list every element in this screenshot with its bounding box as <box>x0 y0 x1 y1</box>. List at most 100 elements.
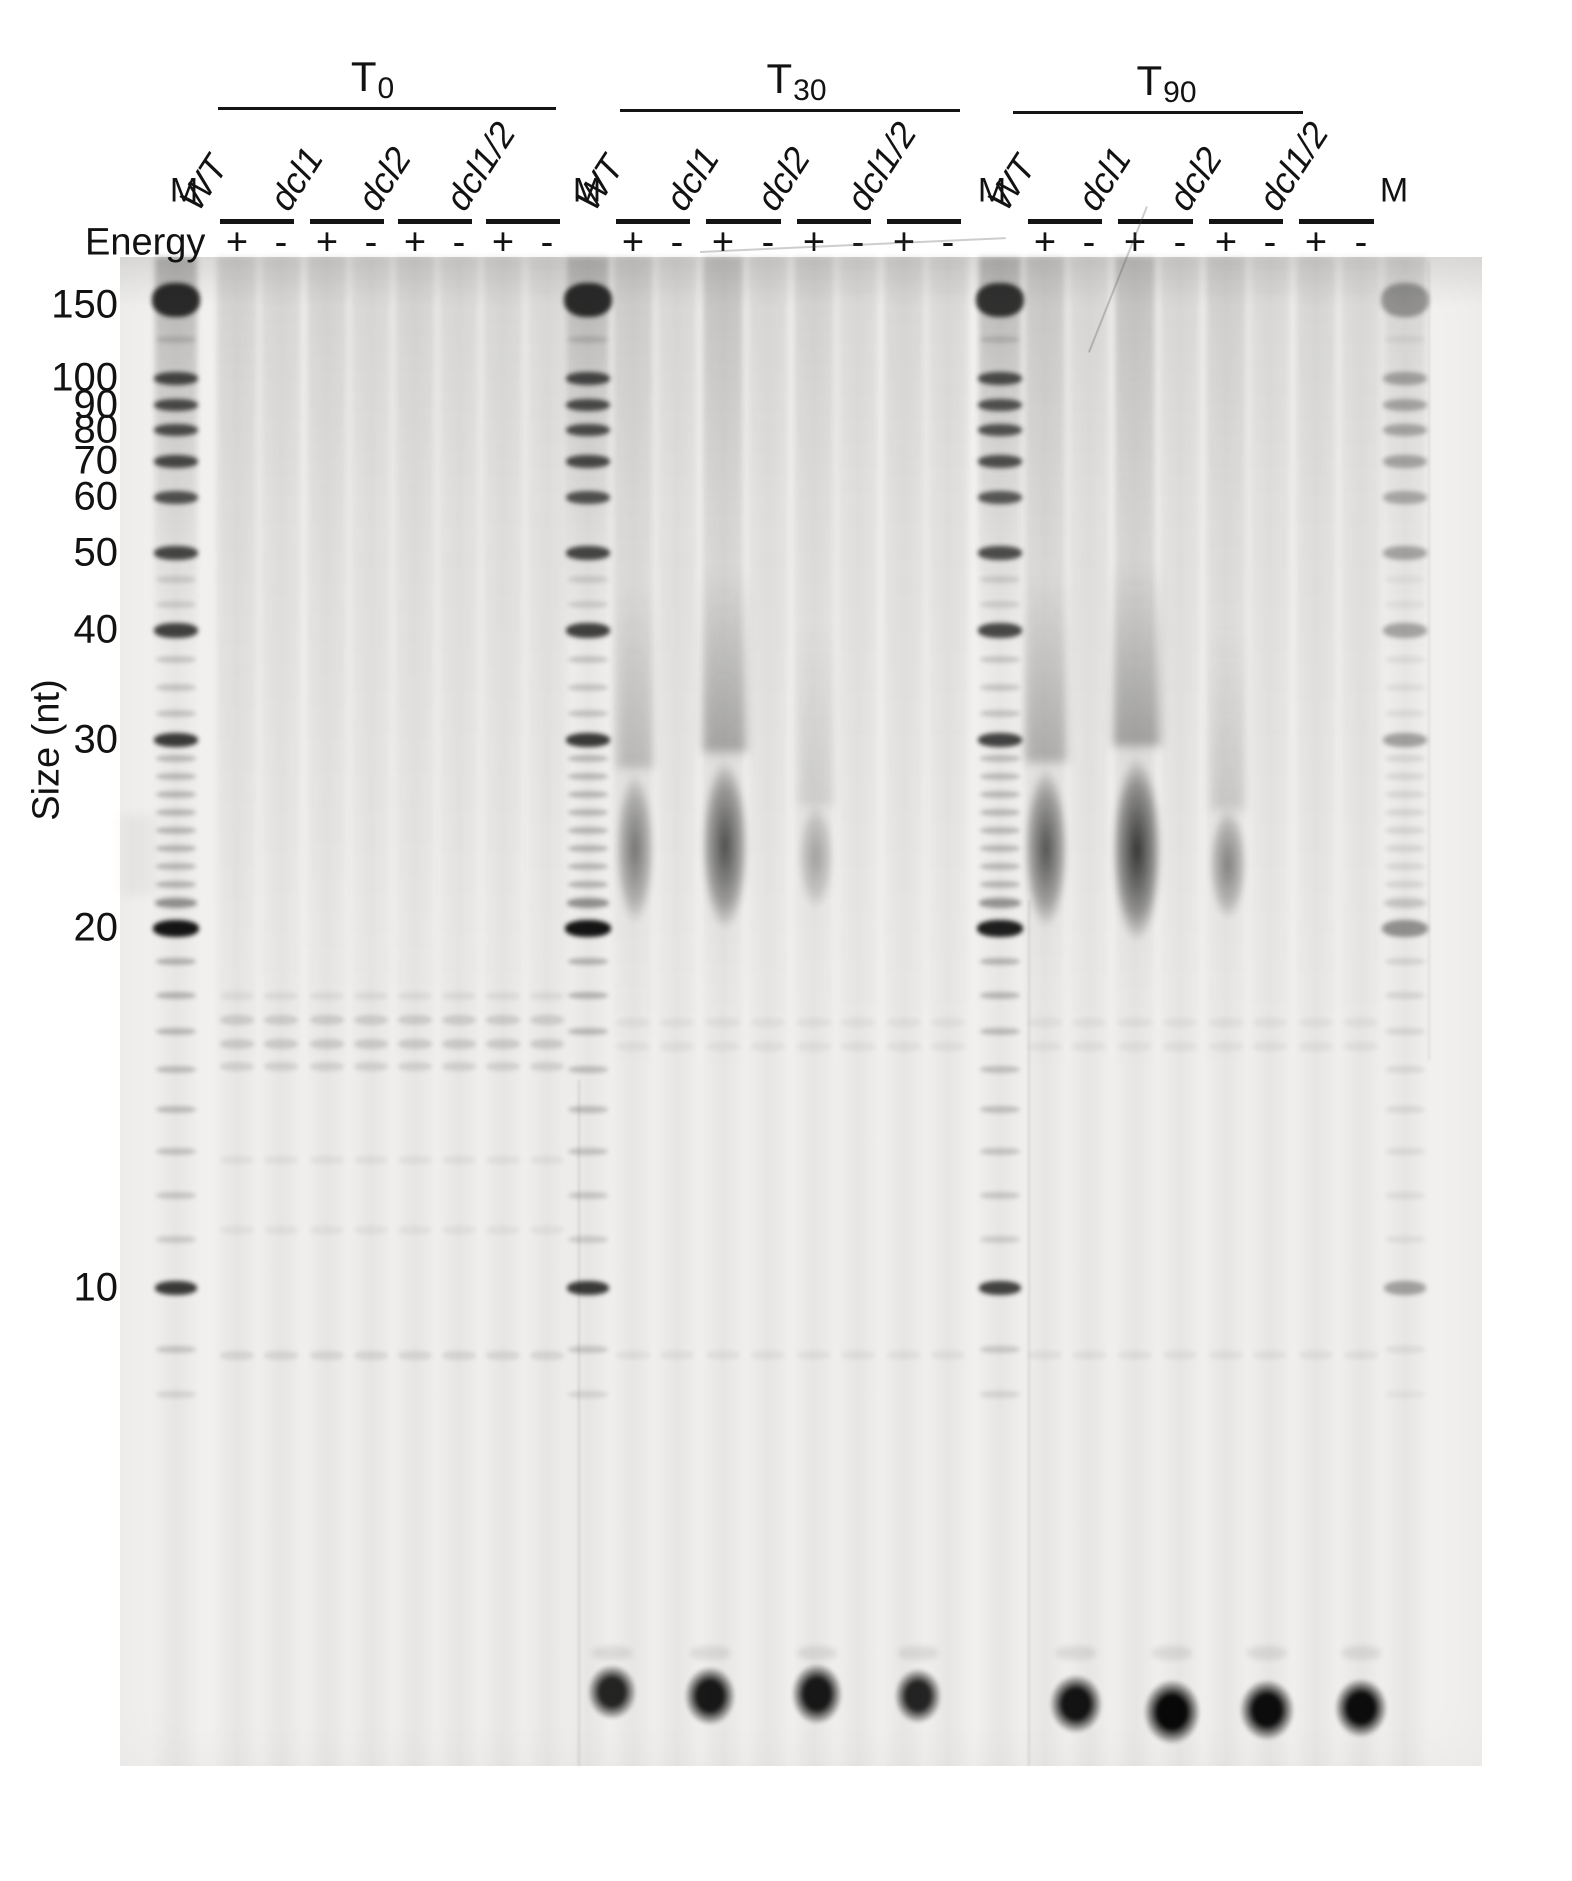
sample-faint-band <box>486 1061 520 1071</box>
ladder-band-faint <box>156 1391 196 1398</box>
lane-stripe <box>1020 257 1070 1766</box>
lane-stripe <box>608 257 658 1766</box>
sirna-smear-tail <box>799 621 833 806</box>
lane-stripe <box>743 257 793 1766</box>
gel-seam-line <box>1028 900 1030 1766</box>
pre-dot-smudge <box>1056 1646 1096 1660</box>
ladder-band-faint <box>568 601 608 608</box>
sample-faint-band <box>530 992 564 1000</box>
lane-stripe <box>390 257 440 1766</box>
sample-faint-band <box>616 1351 650 1359</box>
energy-plus-sign: + <box>225 221 249 264</box>
genotype-underline <box>1028 219 1102 224</box>
sample-faint-band <box>751 1041 785 1051</box>
sample-faint-band <box>486 1015 520 1025</box>
sample-faint-band <box>264 1350 298 1360</box>
sample-lane-streak <box>838 257 878 1252</box>
ladder-band-faint <box>156 684 196 691</box>
genotype-label-dcl2: dcl2 <box>348 139 420 218</box>
free-label-dot <box>1143 1679 1201 1745</box>
energy-minus-sign: - <box>540 221 554 264</box>
ladder-band-faint <box>1385 827 1425 834</box>
sample-faint-band <box>530 1156 564 1164</box>
ladder-band-faint <box>980 791 1020 798</box>
size-tick-70nt: 70 <box>73 438 119 483</box>
sirna-smear-tail <box>702 567 748 752</box>
ladder-band-faint <box>1385 992 1425 999</box>
ladder-band-60nt <box>154 490 198 504</box>
size-tick-10nt: 10 <box>73 1265 119 1310</box>
ladder-band-faint <box>156 827 196 834</box>
timepoint-label-T0: T0 <box>351 53 394 105</box>
sirna-product-smear <box>1106 726 1168 940</box>
sample-faint-band <box>660 1017 694 1027</box>
ladder-band-40nt <box>566 622 610 638</box>
ladder-band-faint <box>568 1192 608 1199</box>
marker-lane-label: M <box>977 171 1007 210</box>
ladder-band-faint <box>568 1106 608 1113</box>
ladder-band-faint <box>568 1066 608 1073</box>
ladder-band-faint <box>1385 684 1425 691</box>
ladder-band-faint <box>980 656 1020 663</box>
ladder-band-faint <box>1385 1391 1425 1398</box>
sample-faint-band <box>1028 1041 1062 1051</box>
size-tick-30nt: 30 <box>73 717 119 762</box>
sample-faint-band <box>1028 1351 1062 1359</box>
sample-faint-band <box>220 992 254 1000</box>
ladder-band-100nt <box>566 371 610 385</box>
ladder-band-60nt <box>566 490 610 504</box>
timepoint-label-T90: T90 <box>1136 57 1196 109</box>
ladder-band-faint <box>568 773 608 780</box>
sample-lane-streak <box>794 257 834 1252</box>
sample-faint-band <box>797 1041 831 1051</box>
ladder-band-faint <box>980 1346 1020 1353</box>
sample-faint-band <box>797 1017 831 1027</box>
sample-faint-band <box>354 1156 388 1164</box>
sample-faint-band <box>442 1039 476 1049</box>
pre-dot-smudge <box>690 1646 730 1660</box>
ladder-band-50nt <box>978 546 1022 560</box>
sample-faint-band <box>706 1351 740 1359</box>
free-label-dot <box>587 1664 637 1720</box>
energy-minus-sign: - <box>670 221 684 264</box>
timepoint-underline <box>218 107 556 110</box>
ladder-band-30nt <box>1383 733 1427 747</box>
sample-faint-band <box>530 1061 564 1071</box>
ladder-band-70nt <box>154 454 198 468</box>
ladder-band-faint <box>156 809 196 816</box>
sample-faint-band <box>1253 1017 1287 1027</box>
pre-dot-smudge <box>898 1646 938 1660</box>
ladder-band-80nt <box>566 424 610 436</box>
ladder-band-faint <box>980 827 1020 834</box>
genotype-underline <box>1209 219 1283 224</box>
lane-stripe <box>478 257 528 1766</box>
sample-faint-band <box>931 1351 965 1359</box>
ladder-band-faint <box>568 791 608 798</box>
lane-stripe <box>698 257 748 1766</box>
sample-faint-band <box>1028 1017 1062 1027</box>
sample-lane-streak <box>307 257 347 1252</box>
lane-stripe <box>1336 257 1386 1766</box>
sample-faint-band <box>398 1061 432 1071</box>
ladder-band-21nt <box>979 898 1021 908</box>
marker-lane-label: M <box>169 171 199 210</box>
genotype-label-dcl1-2: dcl1/2 <box>837 114 925 218</box>
ladder-band-faint <box>568 845 608 852</box>
sirna-smear-tail <box>1113 561 1161 746</box>
energy-minus-sign: - <box>1354 221 1368 264</box>
sirna-product-smear <box>696 732 754 928</box>
genotype-label-dcl1: dcl1 <box>656 139 728 218</box>
sample-faint-band <box>931 1041 965 1051</box>
timepoint-base: T <box>1136 57 1163 104</box>
sample-lane-streak <box>1206 257 1246 1252</box>
ladder-band-100nt <box>978 371 1022 385</box>
ladder-band-faint <box>156 791 196 798</box>
lane-stripe <box>212 257 262 1766</box>
gel-seam-line <box>578 1080 580 1766</box>
sample-faint-band <box>841 1017 875 1027</box>
lane-stripe <box>833 257 883 1766</box>
ladder-band-faint <box>1385 845 1425 852</box>
sample-faint-band <box>1299 1041 1333 1051</box>
ladder-band-10nt <box>1384 1281 1426 1295</box>
ladder-band-faint <box>568 958 608 965</box>
